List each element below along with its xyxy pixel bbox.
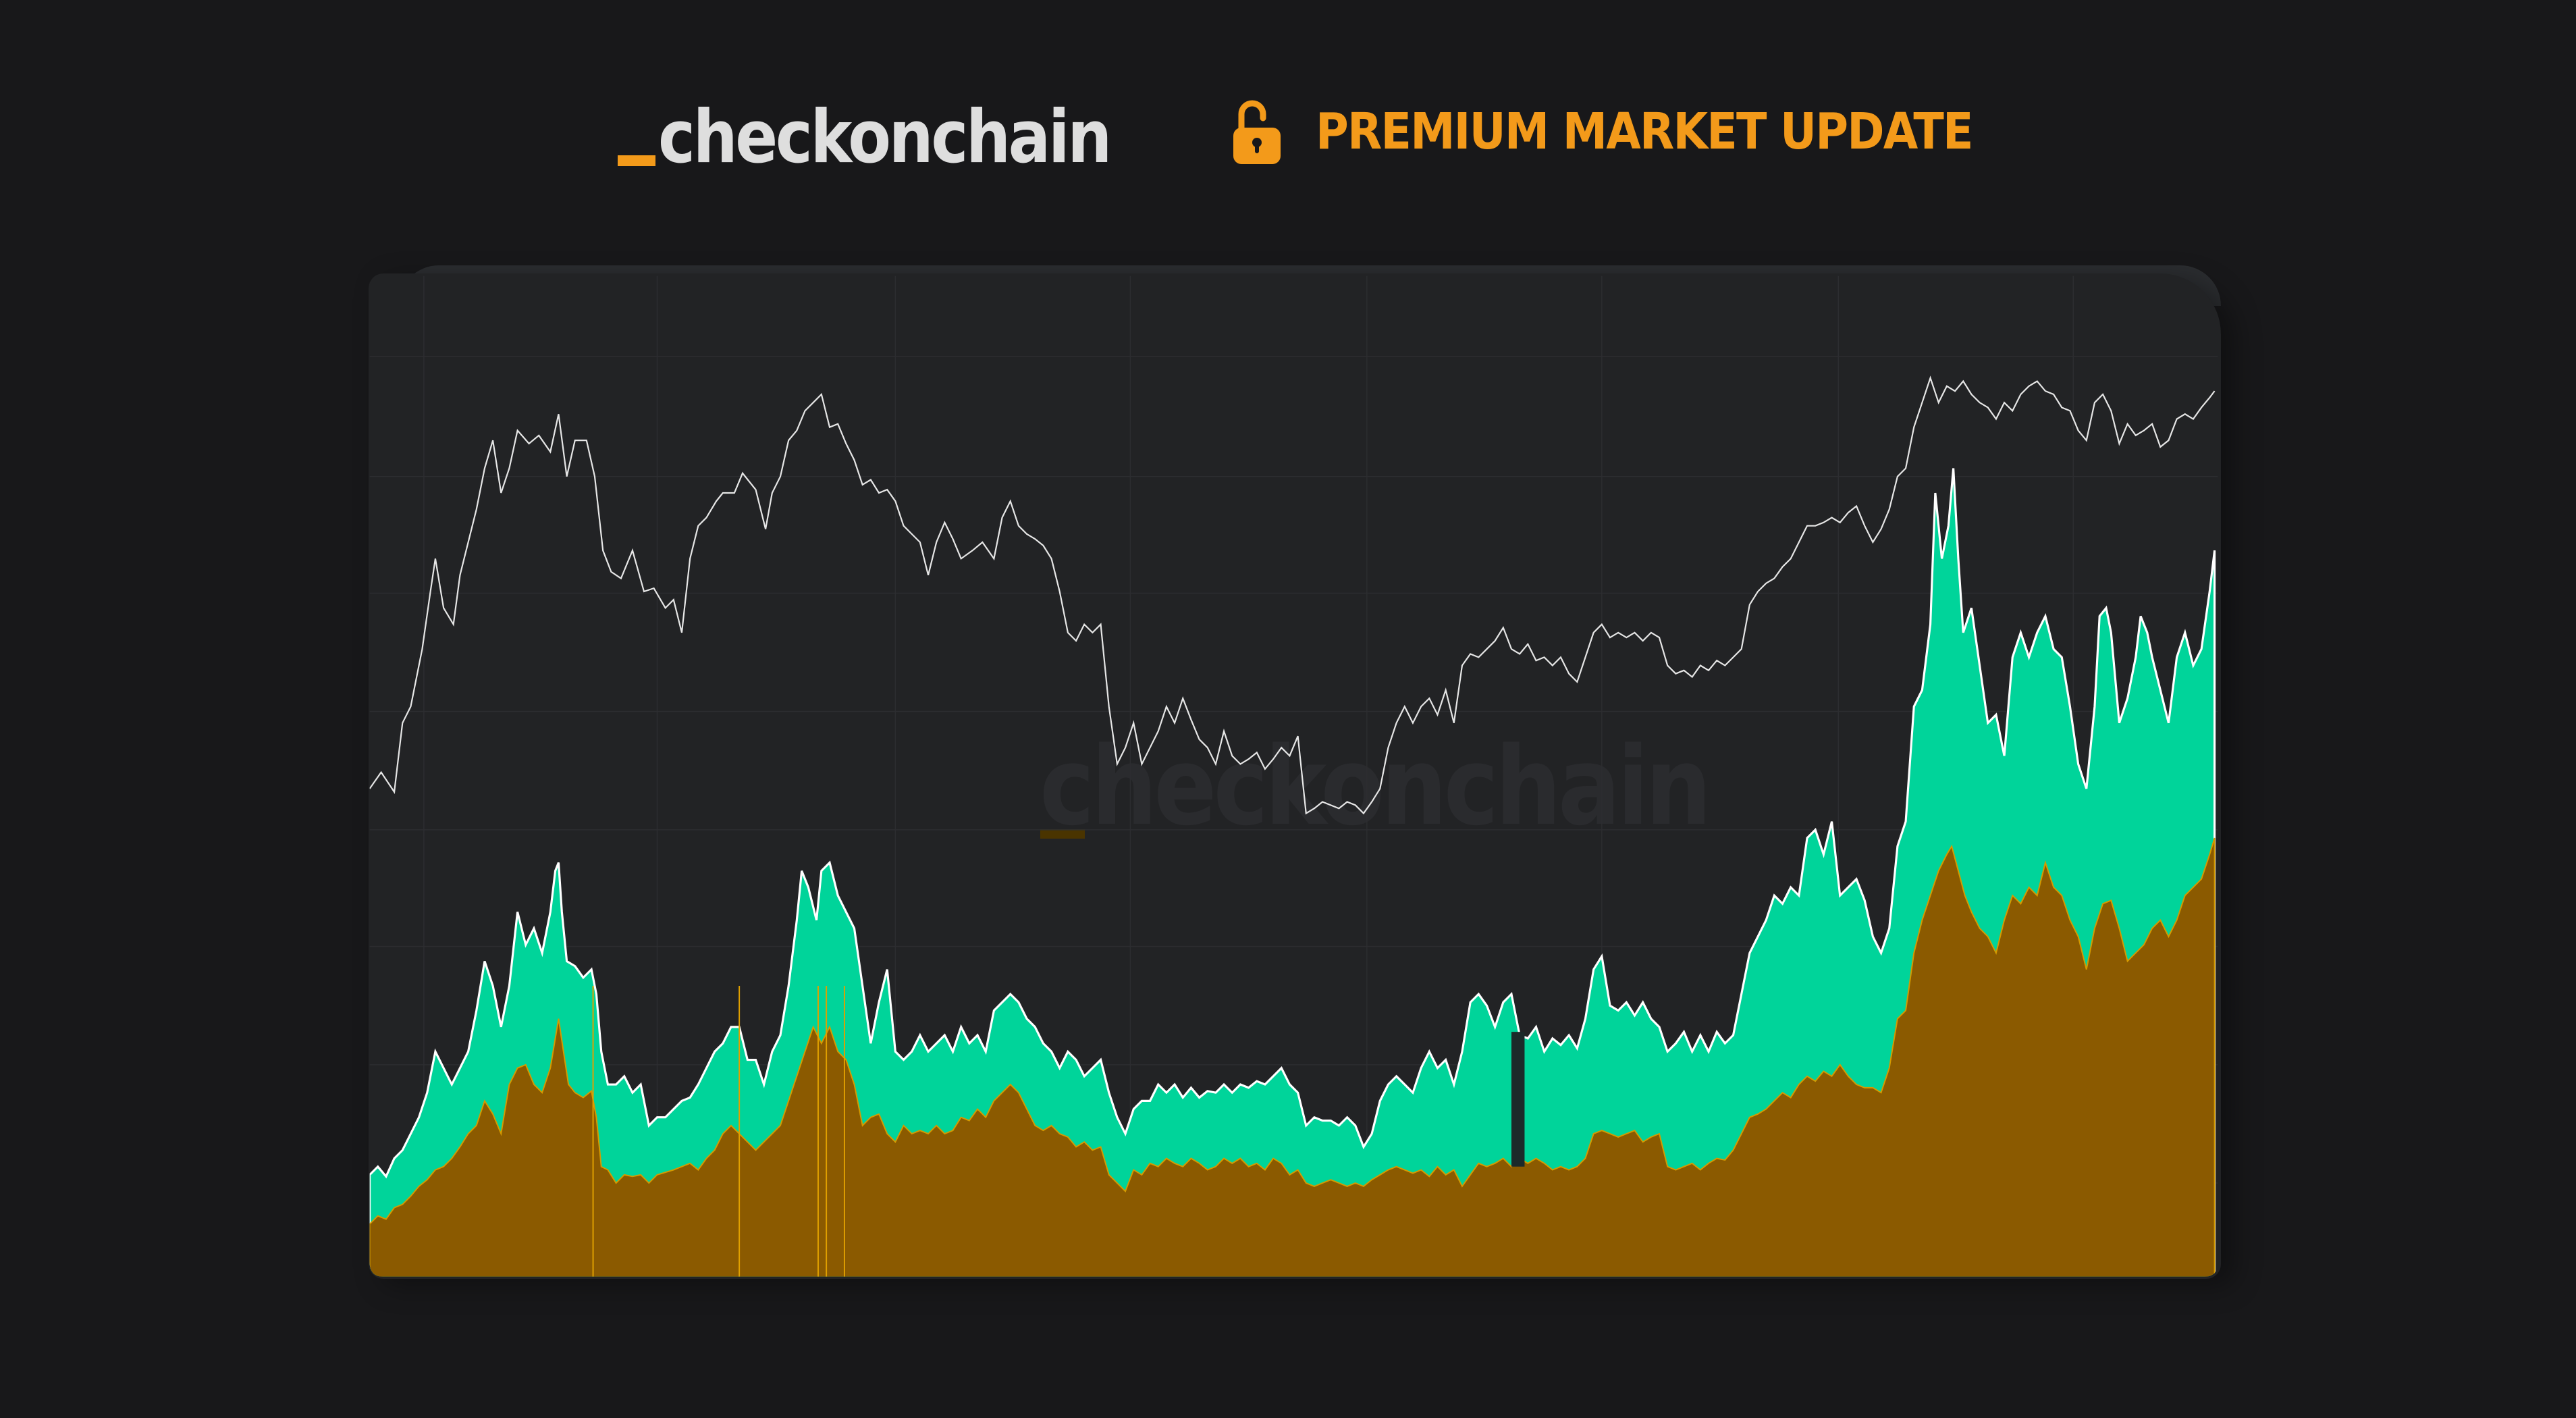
chart-watermark: checkonchain: [1040, 723, 1711, 849]
price-line-series: [369, 375, 2216, 815]
premium-badge: PREMIUM MARKET UPDATE: [1232, 98, 2045, 165]
logo-text: checkonchain: [658, 95, 1112, 180]
gap-marker: [1511, 1032, 1525, 1167]
brown-area-series: [369, 837, 2216, 1277]
unlocked-padlock-icon: [1233, 100, 1281, 164]
brand-logo: checkonchain: [618, 80, 1183, 174]
watermark-underscore-mark: [1040, 829, 1085, 839]
header: checkonchain PREMIUM MARKET UPDATE: [0, 0, 2576, 243]
logo-underscore-mark: [618, 155, 655, 166]
spike-markers: [592, 986, 845, 1277]
premium-market-update-label: PREMIUM MARKET UPDATE: [1316, 103, 1973, 161]
